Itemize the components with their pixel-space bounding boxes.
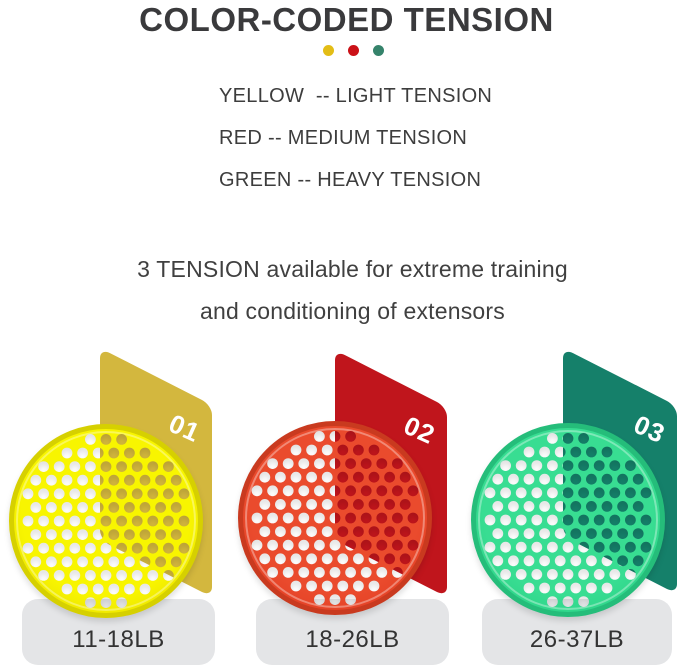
description-line-2: and conditioning of extensors [199,298,505,324]
weight-text: 26-37LB [529,626,625,653]
red-dot-icon [348,45,359,56]
page-title: COLOR-CODED TENSION [139,1,554,38]
web-exerciser-disc [471,423,665,617]
tension-legend: YELLOW -- LIGHT TENSION RED -- MEDIUM TE… [219,75,492,201]
tension-line-yellow: YELLOW -- LIGHT TENSION [219,85,493,107]
tension-line-red: RED -- MEDIUM TENSION [219,127,468,149]
color-legend-dots [14,45,679,56]
description-line-1: 3 TENSION available for extreme training [137,256,568,282]
tension-line-green: GREEN -- HEAVY TENSION [219,169,482,191]
web-exerciser-disc [9,424,203,618]
web-exerciser-disc [238,421,432,615]
weight-text: 18-26LB [305,626,400,653]
green-dot-icon [373,45,384,56]
yellow-dot-icon [323,45,334,56]
weight-text: 11-18LB [72,626,165,653]
description-text: 3 TENSION available for extreme training… [13,248,679,332]
